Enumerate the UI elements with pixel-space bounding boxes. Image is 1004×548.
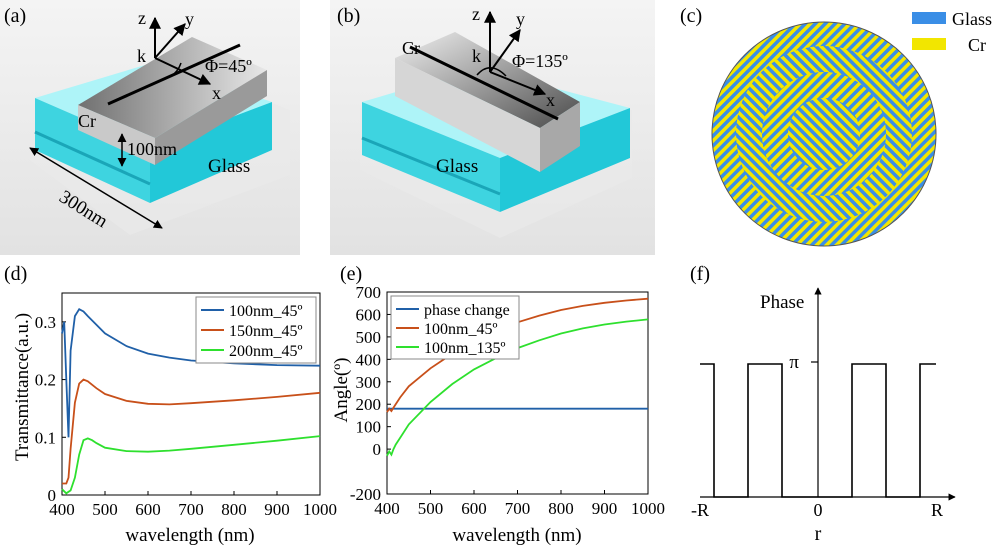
legend-glass-swatch	[912, 12, 946, 24]
panel-c-label: (c)	[680, 5, 702, 27]
phi-label-b: Φ=135º	[512, 51, 568, 71]
pi-label: π	[789, 352, 799, 373]
chart-d-ylabel: Transmittance(a.u.)	[12, 313, 33, 461]
glass-label-b: Glass	[436, 156, 478, 177]
panel-f-label: (f)	[690, 263, 710, 285]
metasurface-disc	[712, 22, 936, 246]
cr-axis-line-b	[409, 45, 559, 121]
cr-bar-top-b	[395, 32, 580, 128]
x-tick-label: 500	[418, 499, 444, 518]
x-tick-label: 400	[49, 500, 75, 519]
axis-z-label: z	[138, 8, 146, 28]
x-tick-label: 600	[135, 500, 161, 519]
y-tick-label: 0.3	[35, 313, 56, 332]
phase-profile	[700, 363, 936, 498]
x-tick-label: 900	[264, 500, 290, 519]
phase-ylabel: Phase	[760, 292, 804, 313]
glass-left-face-b	[362, 102, 500, 212]
axis-y-label-b: y	[516, 9, 525, 29]
chart-e-ylabel: Angle(º)	[331, 358, 352, 423]
x-axis-arrow-b	[489, 71, 547, 96]
y-tick-label: 700	[356, 283, 382, 302]
tick-zero: 0	[814, 500, 823, 520]
legend-label-1: 100nm_45º	[229, 303, 302, 320]
y-tick-label: 0.2	[35, 371, 56, 390]
x-tick-label: 500	[92, 500, 118, 519]
panel-b-label: (b)	[337, 5, 360, 27]
cr-label: Cr	[78, 111, 96, 131]
series-line-2	[62, 378, 321, 485]
legend-label-3: 200nm_45º	[229, 343, 302, 360]
x-tick-label: 1000	[303, 500, 337, 519]
legend-label-2: 100nm_45º	[424, 321, 497, 338]
panel-f: (f) Phase π -R 0 R r	[690, 263, 956, 545]
panel-a-label: (a)	[4, 5, 26, 27]
x-tick-label: 900	[592, 499, 618, 518]
cr-bar-top	[78, 37, 267, 138]
tick-minus-r: -R	[691, 500, 709, 520]
axis-x-label: x	[212, 83, 221, 103]
glass-label: Glass	[208, 156, 250, 177]
height-label: 100nm	[127, 139, 177, 159]
tick-r: R	[931, 500, 943, 520]
glass-edge-line-b	[361, 136, 501, 196]
glass-right-face	[150, 102, 272, 203]
series-line-3	[61, 435, 321, 495]
panel-a: (a) z y k x Φ=45º Cr 100nm Glass 300nm	[0, 0, 300, 255]
panel-e-label: (e)	[340, 263, 362, 285]
y-axis-arrow	[154, 23, 186, 59]
cr-bar-side	[155, 70, 267, 165]
cr-label-b: Cr	[402, 38, 420, 58]
series-line-3	[386, 318, 649, 457]
legend-glass-label: Glass	[952, 9, 992, 29]
panel-d-label: (d)	[4, 263, 27, 285]
x-tick-label: 800	[221, 500, 247, 519]
y-tick-label: 600	[356, 305, 382, 324]
axis-z-label-b: z	[472, 4, 480, 24]
legend-cr-label: Cr	[968, 35, 986, 55]
cr-bar-side-b	[540, 102, 580, 172]
y-tick-label: 0	[48, 486, 57, 505]
y-tick-label: 500	[356, 328, 382, 347]
chart-e-xlabel: wavelength (nm)	[452, 525, 581, 546]
axis-k-label-b: k	[472, 46, 481, 66]
disc-outline	[711, 21, 937, 247]
x-tick-label: 700	[505, 499, 531, 518]
legend-label-2: 150nm_45º	[229, 323, 302, 340]
y-tick-label: 0.1	[35, 428, 56, 447]
phi-label: Φ=45º	[205, 56, 252, 76]
panel-b: (b) z y k x Φ=135º Cr Glass	[330, 0, 655, 255]
y-tick-label: -200	[350, 485, 381, 504]
x-tick-label: 1000	[631, 499, 665, 518]
chart-d-xlabel: wavelength (nm)	[125, 525, 254, 546]
x-tick-label: 600	[461, 499, 487, 518]
y-tick-label: 200	[356, 395, 382, 414]
y-tick-label: 300	[356, 373, 382, 392]
legend-cr-swatch	[912, 38, 946, 50]
glass-right-face-b	[500, 108, 630, 212]
phi-arc-b	[476, 67, 507, 77]
zone-center	[788, 98, 860, 170]
axis-k-label: k	[137, 46, 146, 66]
x-tick-label: 700	[178, 500, 204, 519]
legend-label-3: 100nm_135º	[424, 340, 505, 357]
y-tick-label: 0	[373, 440, 382, 459]
panel-c: (c) Glass Cr	[680, 5, 992, 247]
axis-y-label: y	[185, 9, 194, 29]
y-tick-label: 400	[356, 350, 382, 369]
x-tick-label: 400	[374, 499, 400, 518]
legend-label-1: phase change	[424, 302, 510, 319]
period-arrow	[29, 147, 163, 229]
y-tick-label: 100	[356, 418, 382, 437]
y-axis-arrow-b	[489, 29, 521, 73]
cr-bar-front-b	[395, 58, 540, 172]
chart-e: (e) Angle(º) wavelength (nm) 400 500 600 70…	[331, 263, 665, 546]
x-axis-arrow	[154, 57, 212, 85]
chart-d: (d) Transmittance(a.u.) wavelength (nm) …	[4, 263, 337, 546]
x-tick-label: 800	[548, 499, 574, 518]
axis-x-label-b: x	[546, 90, 555, 110]
phase-xlabel: r	[815, 523, 822, 545]
phi-arc	[169, 62, 182, 78]
